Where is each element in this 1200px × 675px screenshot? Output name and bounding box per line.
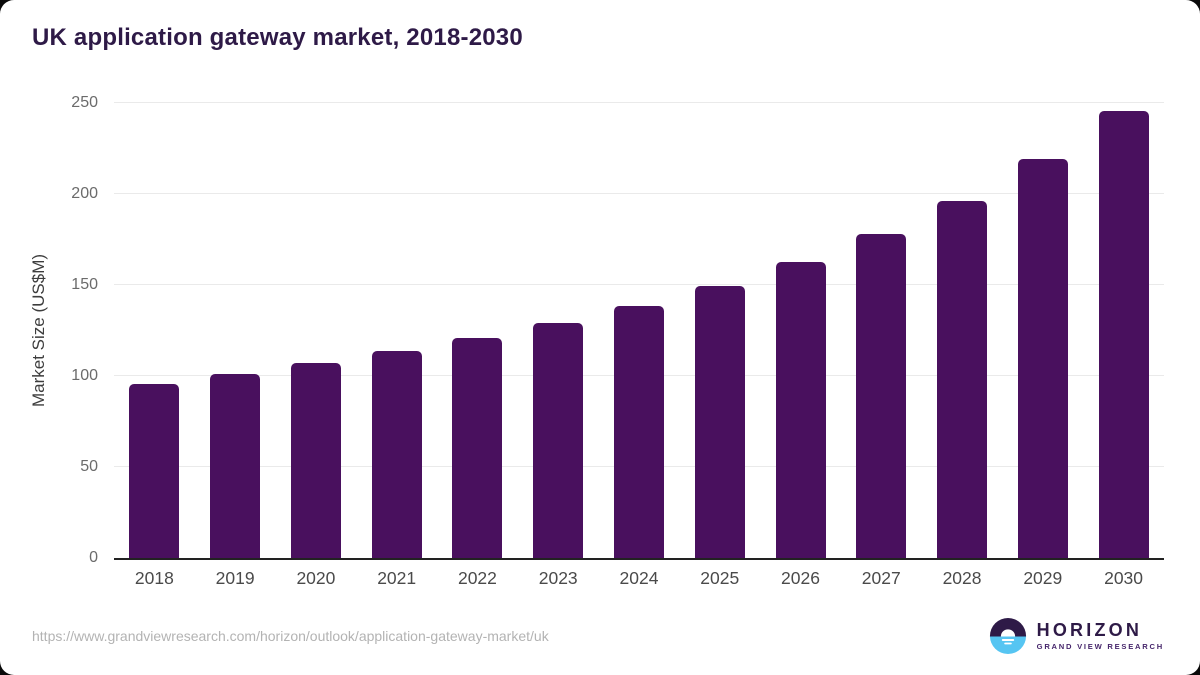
gridline [114, 102, 1164, 103]
bar-slot [195, 103, 276, 558]
gridline [114, 284, 1164, 285]
bar-2030 [1098, 111, 1149, 558]
bar-2024 [613, 305, 664, 558]
bar-slot [437, 103, 518, 558]
bar-2023 [533, 323, 584, 558]
bar-slot [518, 103, 599, 558]
bar-2019 [210, 374, 261, 558]
y-tick-label: 250 [71, 94, 98, 111]
bar-slot [841, 103, 922, 558]
bar-slot [1002, 103, 1083, 558]
bar-2020 [290, 363, 341, 558]
bar-slot [114, 103, 195, 558]
bar-slot [1083, 103, 1164, 558]
bar-2029 [1017, 159, 1068, 558]
plot-area [114, 102, 1164, 560]
bar-slot [679, 103, 760, 558]
x-tick-label: 2028 [942, 568, 982, 588]
source-url: https://www.grandviewresearch.com/horizo… [32, 628, 549, 644]
x-tick-label: 2026 [781, 568, 820, 588]
x-tick-label: 2030 [1104, 568, 1144, 588]
bar-2018 [129, 384, 180, 558]
bar-slot [922, 103, 1003, 558]
x-tick-label: 2025 [700, 568, 740, 588]
bar-slot [276, 103, 357, 558]
logo-text: HORIZON GRAND VIEW RESEARCH [1036, 620, 1164, 651]
horizon-logo: HORIZON GRAND VIEW RESEARCH [989, 617, 1164, 655]
logo-wordmark: HORIZON [1036, 620, 1143, 641]
x-tick-label: 2020 [296, 568, 336, 588]
y-tick-label: 50 [80, 458, 98, 475]
bar-2028 [937, 201, 988, 558]
x-tick-label: 2024 [619, 568, 659, 588]
x-tick-label: 2027 [861, 568, 901, 588]
bar-2022 [452, 337, 503, 558]
bar-slot [760, 103, 841, 558]
bar-2027 [856, 234, 907, 558]
y-tick-label: 200 [71, 185, 98, 202]
y-axis-ticks: 0 50 100 150 200 250 [0, 94, 98, 566]
x-tick-label: 2023 [538, 568, 578, 588]
chart-title: UK application gateway market, 2018-2030 [32, 24, 523, 51]
x-tick-label: 2021 [377, 568, 417, 588]
horizon-logo-icon [989, 617, 1026, 655]
bar-2025 [694, 285, 745, 558]
x-axis-labels: 2018 2019 2020 2021 2022 2023 2024 2025 2026 2027… [114, 568, 1164, 589]
bar-2021 [371, 351, 422, 558]
y-tick-label: 0 [89, 549, 98, 566]
gridline [114, 193, 1164, 194]
y-tick-label: 150 [71, 276, 98, 293]
bar-slot [356, 103, 437, 558]
x-tick-label: 2019 [215, 568, 255, 588]
bar-2026 [775, 262, 826, 558]
x-tick-label: 2022 [457, 568, 497, 588]
x-tick-label: 2029 [1023, 568, 1063, 588]
logo-subtitle: GRAND VIEW RESEARCH [1036, 641, 1164, 651]
x-tick-label: 2018 [134, 568, 174, 588]
y-tick-label: 100 [71, 367, 98, 384]
bar-series [114, 103, 1164, 558]
bar-slot [599, 103, 680, 558]
